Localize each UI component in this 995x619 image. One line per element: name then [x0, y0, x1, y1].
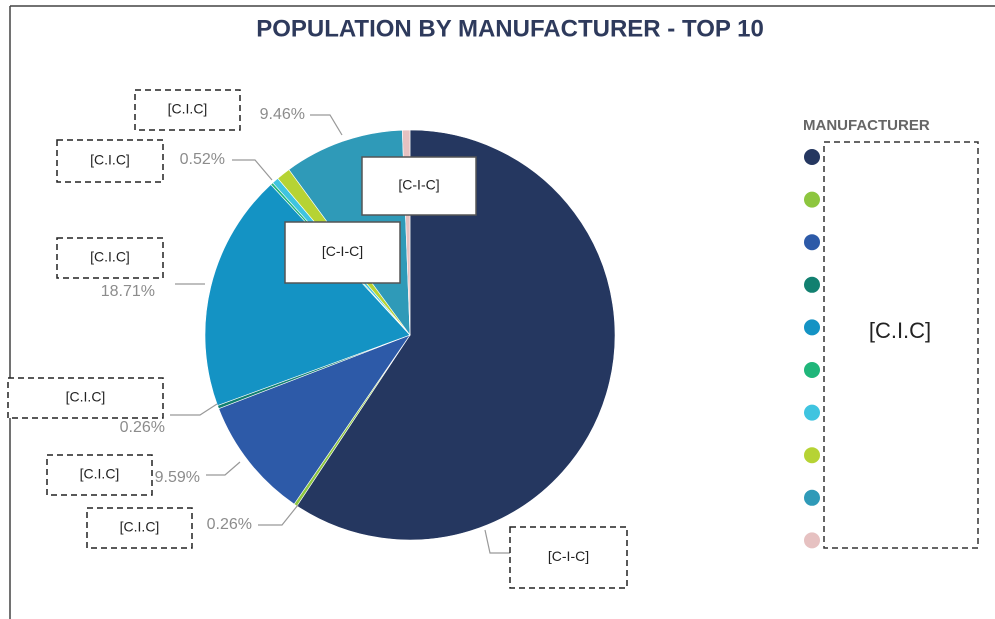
leader-line [484, 529, 510, 554]
redaction-text: [C.I.C] [90, 249, 130, 265]
legend-marker [804, 489, 820, 506]
redaction-box [56, 237, 164, 279]
leader-line [232, 159, 273, 181]
redaction-text: [C.I.C] [90, 152, 130, 168]
redaction-box [509, 526, 628, 589]
leader-line [206, 461, 241, 476]
redaction-box [361, 156, 477, 216]
redaction-box [284, 221, 401, 284]
pie-slice [204, 184, 411, 406]
redaction-text: [C-I-C] [398, 177, 439, 193]
redaction-text: [C.I.C] [80, 466, 120, 482]
redaction-text: [C.I.C] [168, 101, 208, 117]
legend-marker [804, 276, 820, 293]
data-label: 9.46% [260, 106, 305, 123]
redaction-box [134, 89, 241, 131]
legend-marker [804, 404, 820, 421]
data-label: 0.26% [207, 516, 252, 533]
chart-title: POPULATION BY MANUFACTURER - TOP 10 [256, 15, 764, 42]
legend-marker [804, 191, 820, 208]
legend-marker [804, 234, 820, 251]
legend-marker [804, 149, 820, 165]
pie-slice [218, 334, 411, 505]
redaction-text: [C.I.C] [66, 389, 106, 405]
redaction-text: [C-I-C] [322, 243, 363, 259]
leader-line [170, 403, 218, 416]
legend-marker [804, 447, 820, 464]
redaction-text: [C-I-C] [548, 548, 589, 564]
legend-marker [804, 362, 820, 378]
redaction-text: [C.I.C] [120, 519, 160, 535]
redaction-box [7, 377, 164, 419]
legend-label: [C.I.C] [869, 318, 931, 343]
redaction-box [86, 507, 193, 549]
data-label: 0.26% [120, 419, 165, 436]
pie-slice [296, 129, 616, 541]
leader-line [310, 114, 343, 136]
legend-title: MANUFACTURER [803, 117, 930, 134]
leader-line [258, 504, 299, 526]
legend-marker [804, 319, 820, 336]
legend-marker [804, 532, 820, 549]
legend-redaction [823, 141, 979, 549]
redaction-box [46, 454, 153, 496]
data-label: 0.52% [180, 151, 225, 168]
redaction-box [56, 139, 164, 183]
data-label: 18.71% [101, 283, 155, 300]
data-label: 9.59% [155, 469, 200, 486]
